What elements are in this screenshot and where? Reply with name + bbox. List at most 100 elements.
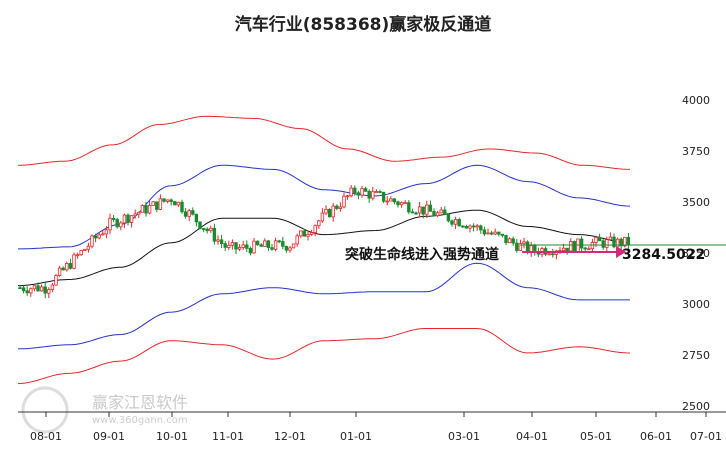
candle-body — [583, 247, 587, 250]
candle-body — [277, 240, 281, 243]
y-tick-label: 2750 — [682, 349, 710, 362]
candle-body — [525, 241, 530, 253]
x-tick-label: 05-01 — [580, 430, 612, 443]
annotation-text: 突破生命线进入强势通道 — [345, 246, 499, 263]
x-tick-label: 08-01 — [30, 430, 62, 443]
chart-title: 汽车行业(858368)赢家极反通道 — [235, 14, 492, 35]
candle-body — [374, 191, 379, 193]
candle-body — [360, 188, 364, 196]
candle-body — [54, 275, 58, 286]
x-axis-ticks: 08-01 09-01 10-01 11-01 12-01 01-01 03-01 04-01… — [30, 412, 722, 443]
candle-body — [151, 201, 155, 206]
candle-body — [612, 236, 616, 248]
candle-body — [187, 210, 191, 217]
candle-body — [47, 289, 51, 294]
candle-body — [68, 263, 73, 269]
candle-body — [273, 240, 278, 250]
candle-body — [79, 250, 83, 256]
candle-body — [392, 198, 397, 203]
candle-body — [471, 225, 476, 228]
candle-body — [371, 191, 375, 199]
candle-body — [61, 267, 65, 271]
candle-body — [547, 253, 551, 256]
candle-body — [515, 242, 519, 251]
x-tick-label: 11-01 — [212, 430, 244, 443]
candle-body — [579, 238, 584, 249]
y-axis-ticks: 4000 3750 3500 3250 3000 2750 2500 — [682, 94, 710, 413]
candle-body — [479, 225, 483, 231]
x-tick-label: 09-01 — [93, 430, 125, 443]
candle-body — [25, 290, 29, 294]
candle-body — [407, 202, 411, 213]
candle-body — [587, 248, 591, 251]
candle-body — [133, 213, 137, 217]
y-tick-label: 3250 — [682, 247, 710, 260]
candle-body — [241, 244, 245, 248]
candle-body — [281, 241, 285, 247]
candle-body — [183, 211, 188, 217]
candle-body — [252, 240, 256, 254]
candle-body — [569, 241, 573, 252]
candle-body — [245, 244, 249, 249]
candle-body — [93, 235, 98, 239]
x-tick-label: 03-01 — [448, 430, 480, 443]
candle-body — [421, 206, 425, 215]
candle-body — [86, 245, 91, 250]
candle-body — [443, 209, 447, 215]
candle-body — [533, 245, 537, 253]
candle-body — [50, 284, 55, 290]
candle-body — [173, 201, 177, 206]
candle-body — [482, 229, 487, 235]
candle-body — [198, 221, 202, 229]
candle-body — [223, 243, 227, 248]
candle-body — [115, 219, 119, 228]
candle-body — [209, 227, 213, 232]
candle-body — [137, 211, 141, 215]
candle-body — [345, 195, 350, 198]
x-tick-label: 07-01 — [690, 430, 722, 443]
candle-body — [317, 220, 321, 227]
channel-bands — [17, 115, 631, 385]
candle-body — [497, 231, 501, 235]
inner-lower-band-line — [17, 262, 630, 350]
candle-body — [72, 254, 76, 269]
y-tick-label: 4000 — [682, 94, 710, 107]
candle-body — [381, 191, 386, 202]
candle-body — [511, 238, 515, 244]
arrow-head — [616, 246, 626, 258]
candle-body — [399, 202, 404, 206]
candle-body — [353, 187, 357, 194]
candle-body — [108, 217, 112, 231]
x-tick-label: 10-01 — [156, 430, 188, 443]
candle-body — [367, 190, 371, 199]
candle-body — [446, 213, 451, 222]
candle-body — [205, 228, 209, 232]
candle-body — [299, 230, 303, 237]
candle-body — [309, 232, 314, 235]
candle-body — [385, 200, 389, 203]
candle-body — [450, 220, 454, 225]
candle-body — [295, 235, 299, 245]
candle-body — [248, 247, 253, 254]
candle-body — [140, 205, 145, 213]
y-tick-label: 3750 — [682, 145, 710, 158]
candle-body — [101, 233, 105, 236]
candle-body — [403, 202, 407, 205]
candle-body — [468, 225, 472, 229]
candle-body — [619, 238, 623, 247]
candle-body — [158, 198, 163, 210]
candle-body — [522, 241, 526, 245]
candle-body — [417, 206, 422, 214]
candle-body — [327, 208, 332, 218]
candle-body — [597, 236, 602, 242]
candle-body — [324, 208, 328, 214]
candle-body — [288, 247, 292, 251]
candle-body — [414, 212, 418, 215]
candle-body — [626, 236, 631, 246]
candle-body — [518, 243, 523, 251]
candles — [18, 185, 631, 299]
candle-body — [18, 287, 22, 290]
x-tick-label: 01-01 — [340, 430, 372, 443]
candle-body — [320, 212, 325, 222]
